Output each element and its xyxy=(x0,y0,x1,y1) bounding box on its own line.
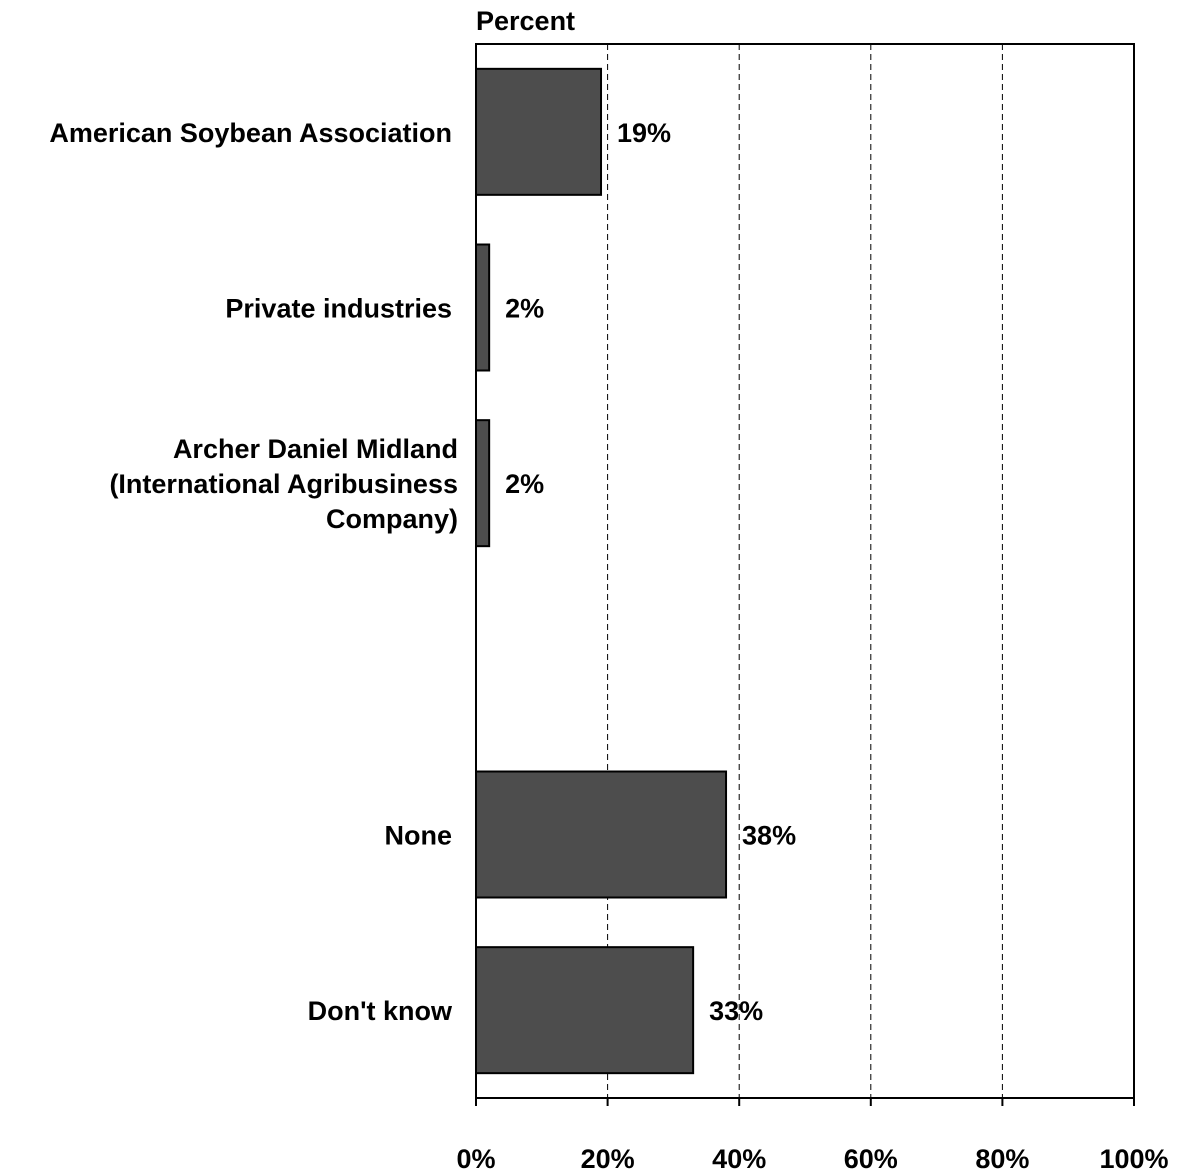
x-tick-label: 60% xyxy=(844,1144,898,1174)
data-label: 2% xyxy=(505,294,544,324)
bar xyxy=(475,419,491,548)
x-tick-label: 100% xyxy=(1099,1144,1168,1174)
x-tick-label: 0% xyxy=(456,1144,495,1174)
bar xyxy=(475,243,491,372)
category-label: Archer Daniel Midland xyxy=(173,434,458,464)
category-label: Private industries xyxy=(225,294,452,324)
data-label: 19% xyxy=(617,118,671,148)
data-label: 33% xyxy=(709,996,763,1026)
x-axis-title: Percent xyxy=(476,6,575,36)
category-label: Don't know xyxy=(308,996,453,1026)
data-labels: 19% 2% 2% 38% 33% xyxy=(505,118,796,1026)
bars xyxy=(475,67,728,1075)
bar xyxy=(475,67,603,196)
x-tick-label: 20% xyxy=(581,1144,635,1174)
gridlines xyxy=(607,44,1003,1098)
plot-frame xyxy=(475,43,1135,1099)
x-tick-label: 40% xyxy=(712,1144,766,1174)
data-label: 38% xyxy=(742,821,796,851)
x-tick-label: 80% xyxy=(975,1144,1029,1174)
bar xyxy=(475,946,695,1075)
data-label: 2% xyxy=(505,469,544,499)
category-label: American Soybean Association xyxy=(49,118,452,148)
bar xyxy=(475,770,728,899)
category-label: Company) xyxy=(326,504,458,534)
category-labels: American Soybean Association Private indu… xyxy=(49,118,458,1026)
x-tick-labels: 0% 20% 40% 60% 80% 100% xyxy=(456,1098,1169,1174)
category-label: (International Agribusiness xyxy=(109,469,458,499)
category-label: None xyxy=(385,821,453,851)
